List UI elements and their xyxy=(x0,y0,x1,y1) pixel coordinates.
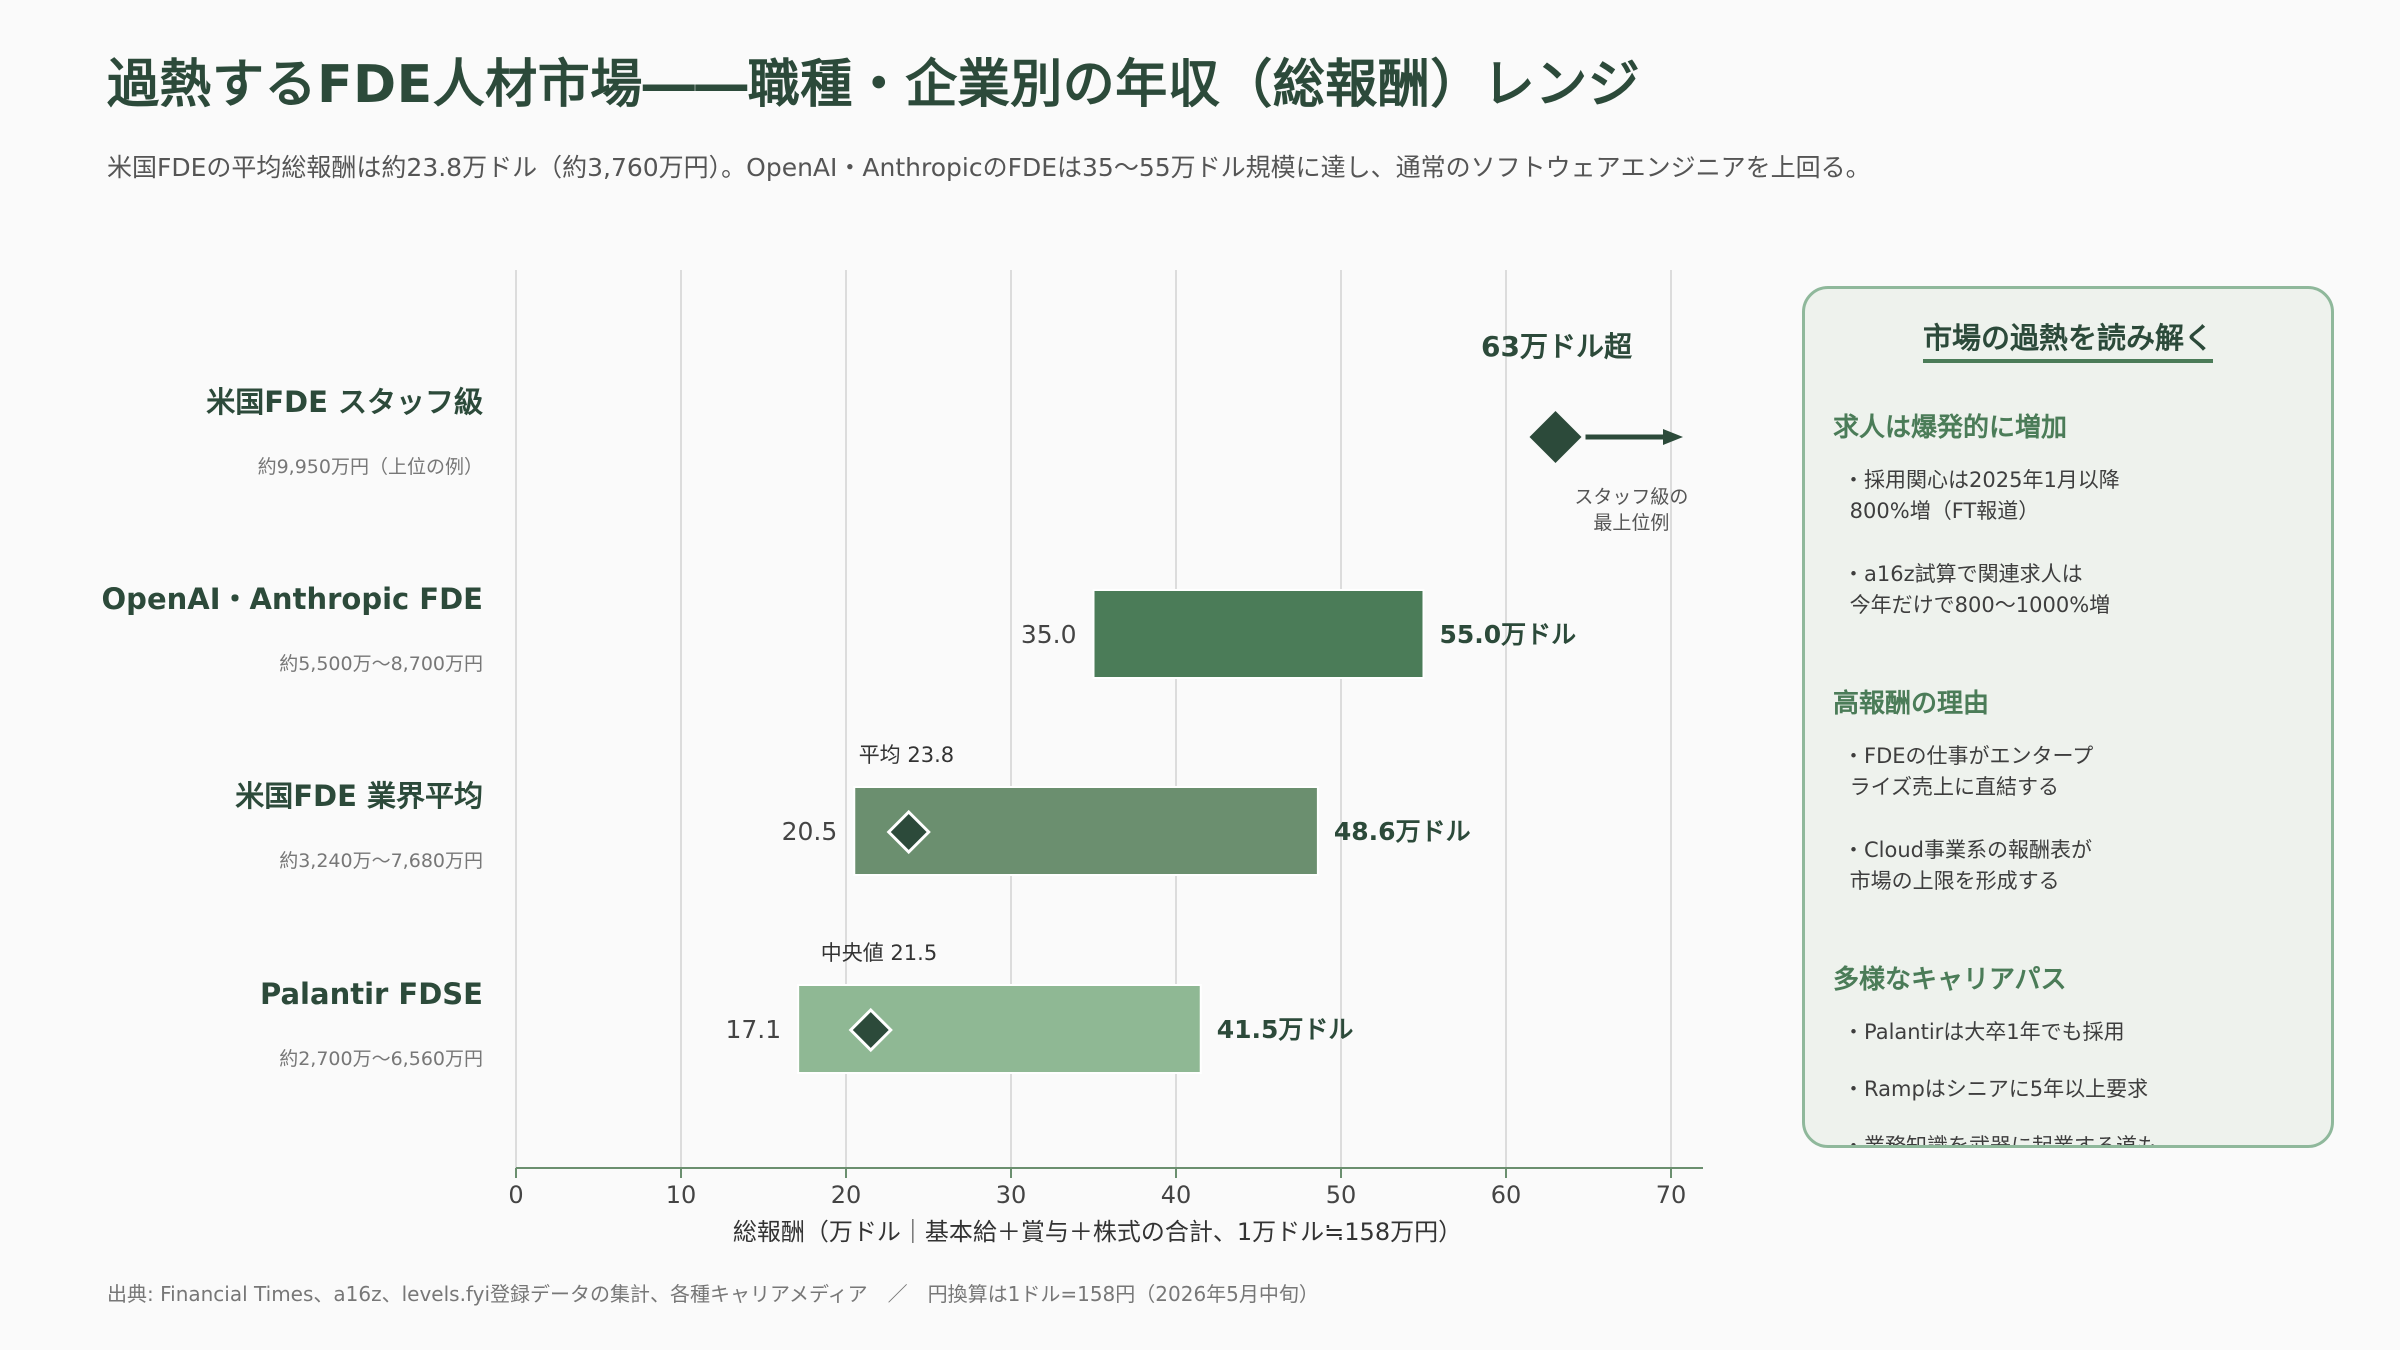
range-chart: 0 10 20 30 40 50 60 70 総報酬（万ドル｜基本給＋賞与＋株式の合計、1万ドル… xyxy=(102,270,1703,1246)
x-tick-label: 40 xyxy=(1161,1181,1192,1209)
range-high-label: 55.0万ドル xyxy=(1440,620,1577,649)
panel-bullet: ・Cloud事業系の報酬表が 市場の上限を形成する xyxy=(1843,838,2092,893)
row-label: 米国FDE スタッフ級 xyxy=(206,385,483,419)
panel-section-heading: 求人は爆発的に増加 xyxy=(1833,413,2068,443)
panel-section-heading: 高報酬の理由 xyxy=(1833,689,1990,719)
x-axis-title: 総報酬（万ドル｜基本給＋賞与＋株式の合計、1万ドル≒158万円） xyxy=(733,1218,1462,1246)
panel-bullet: ・採用関心は2025年1月以降 800%増（FT報道） xyxy=(1843,468,2120,523)
point-marker xyxy=(1529,411,1582,463)
panel-bullet: ・Palantirは大卒1年でも採用 xyxy=(1843,1020,2125,1044)
row-sublabel: 約9,950万円（上位の例） xyxy=(258,456,483,478)
range-high-label: 41.5万ドル xyxy=(1217,1015,1354,1044)
x-tick-label: 50 xyxy=(1326,1181,1357,1209)
page-title: 過熱するFDE人材市場――職種・企業別の年収（総報酬）レンジ xyxy=(107,55,1641,115)
marker-label: 平均 23.8 xyxy=(859,743,954,767)
panel-bullet: ・Rampはシニアに5年以上要求 xyxy=(1843,1077,2149,1101)
row-sublabel: 約3,240万〜7,680万円 xyxy=(279,850,483,872)
page-subtitle: 米国FDEの平均総報酬は約23.8万ドル（約3,760万円）。OpenAI・An… xyxy=(107,153,1871,182)
panel-bullet: ・a16z試算で関連求人は 今年だけで800〜1000%増 xyxy=(1843,562,2111,617)
x-tick-label: 70 xyxy=(1656,1181,1687,1209)
marker-diamond xyxy=(848,1007,893,1053)
row-label: 米国FDE 業界平均 xyxy=(235,779,483,813)
source-note: 出典: Financial Times、a16z、levels.fyi登録データ… xyxy=(107,1282,1319,1306)
range-low-label: 35.0 xyxy=(1021,620,1077,649)
row-label: Palantir FDSE xyxy=(260,977,483,1011)
x-tick-label: 10 xyxy=(666,1181,697,1209)
x-tick-label: 60 xyxy=(1491,1181,1522,1209)
range-bar xyxy=(853,786,1319,876)
arrow-head-icon xyxy=(1663,429,1683,445)
x-tick-label: 0 xyxy=(508,1181,523,1209)
panel-bullet: ・FDEの仕事がエンタープ ライズ売上に直結する xyxy=(1843,744,2094,799)
panel-title-text: 市場の過熱を読み解く xyxy=(1922,321,2213,363)
panel-bullet: ・業務知識を武器に起業する道も xyxy=(1843,1134,2158,1148)
range-low-label: 17.1 xyxy=(725,1015,781,1044)
row-sublabel: 約2,700万〜6,560万円 xyxy=(279,1048,483,1070)
range-bar xyxy=(1092,589,1425,679)
x-tick-label: 20 xyxy=(831,1181,862,1209)
point-note: スタッフ級の xyxy=(1574,486,1688,508)
range-high-label: 48.6万ドル xyxy=(1334,817,1471,846)
insight-panel: 市場の過熱を読み解く 求人は爆発的に増加 ・採用関心は2025年1月以降 800… xyxy=(1802,286,2334,1148)
point-value-label: 63万ドル超 xyxy=(1481,330,1633,363)
x-tick-label: 30 xyxy=(996,1181,1027,1209)
marker-label: 中央値 21.5 xyxy=(821,941,937,965)
row-sublabel: 約5,500万〜8,700万円 xyxy=(279,653,483,675)
range-low-label: 20.5 xyxy=(782,817,838,846)
point-note: 最上位例 xyxy=(1593,512,1669,534)
row-label: OpenAI・Anthropic FDE xyxy=(102,582,483,616)
panel-section-heading: 多様なキャリアパス xyxy=(1833,965,2067,995)
marker-diamond xyxy=(886,809,931,855)
panel-title: 市場の過熱を読み解く xyxy=(1805,315,2331,363)
